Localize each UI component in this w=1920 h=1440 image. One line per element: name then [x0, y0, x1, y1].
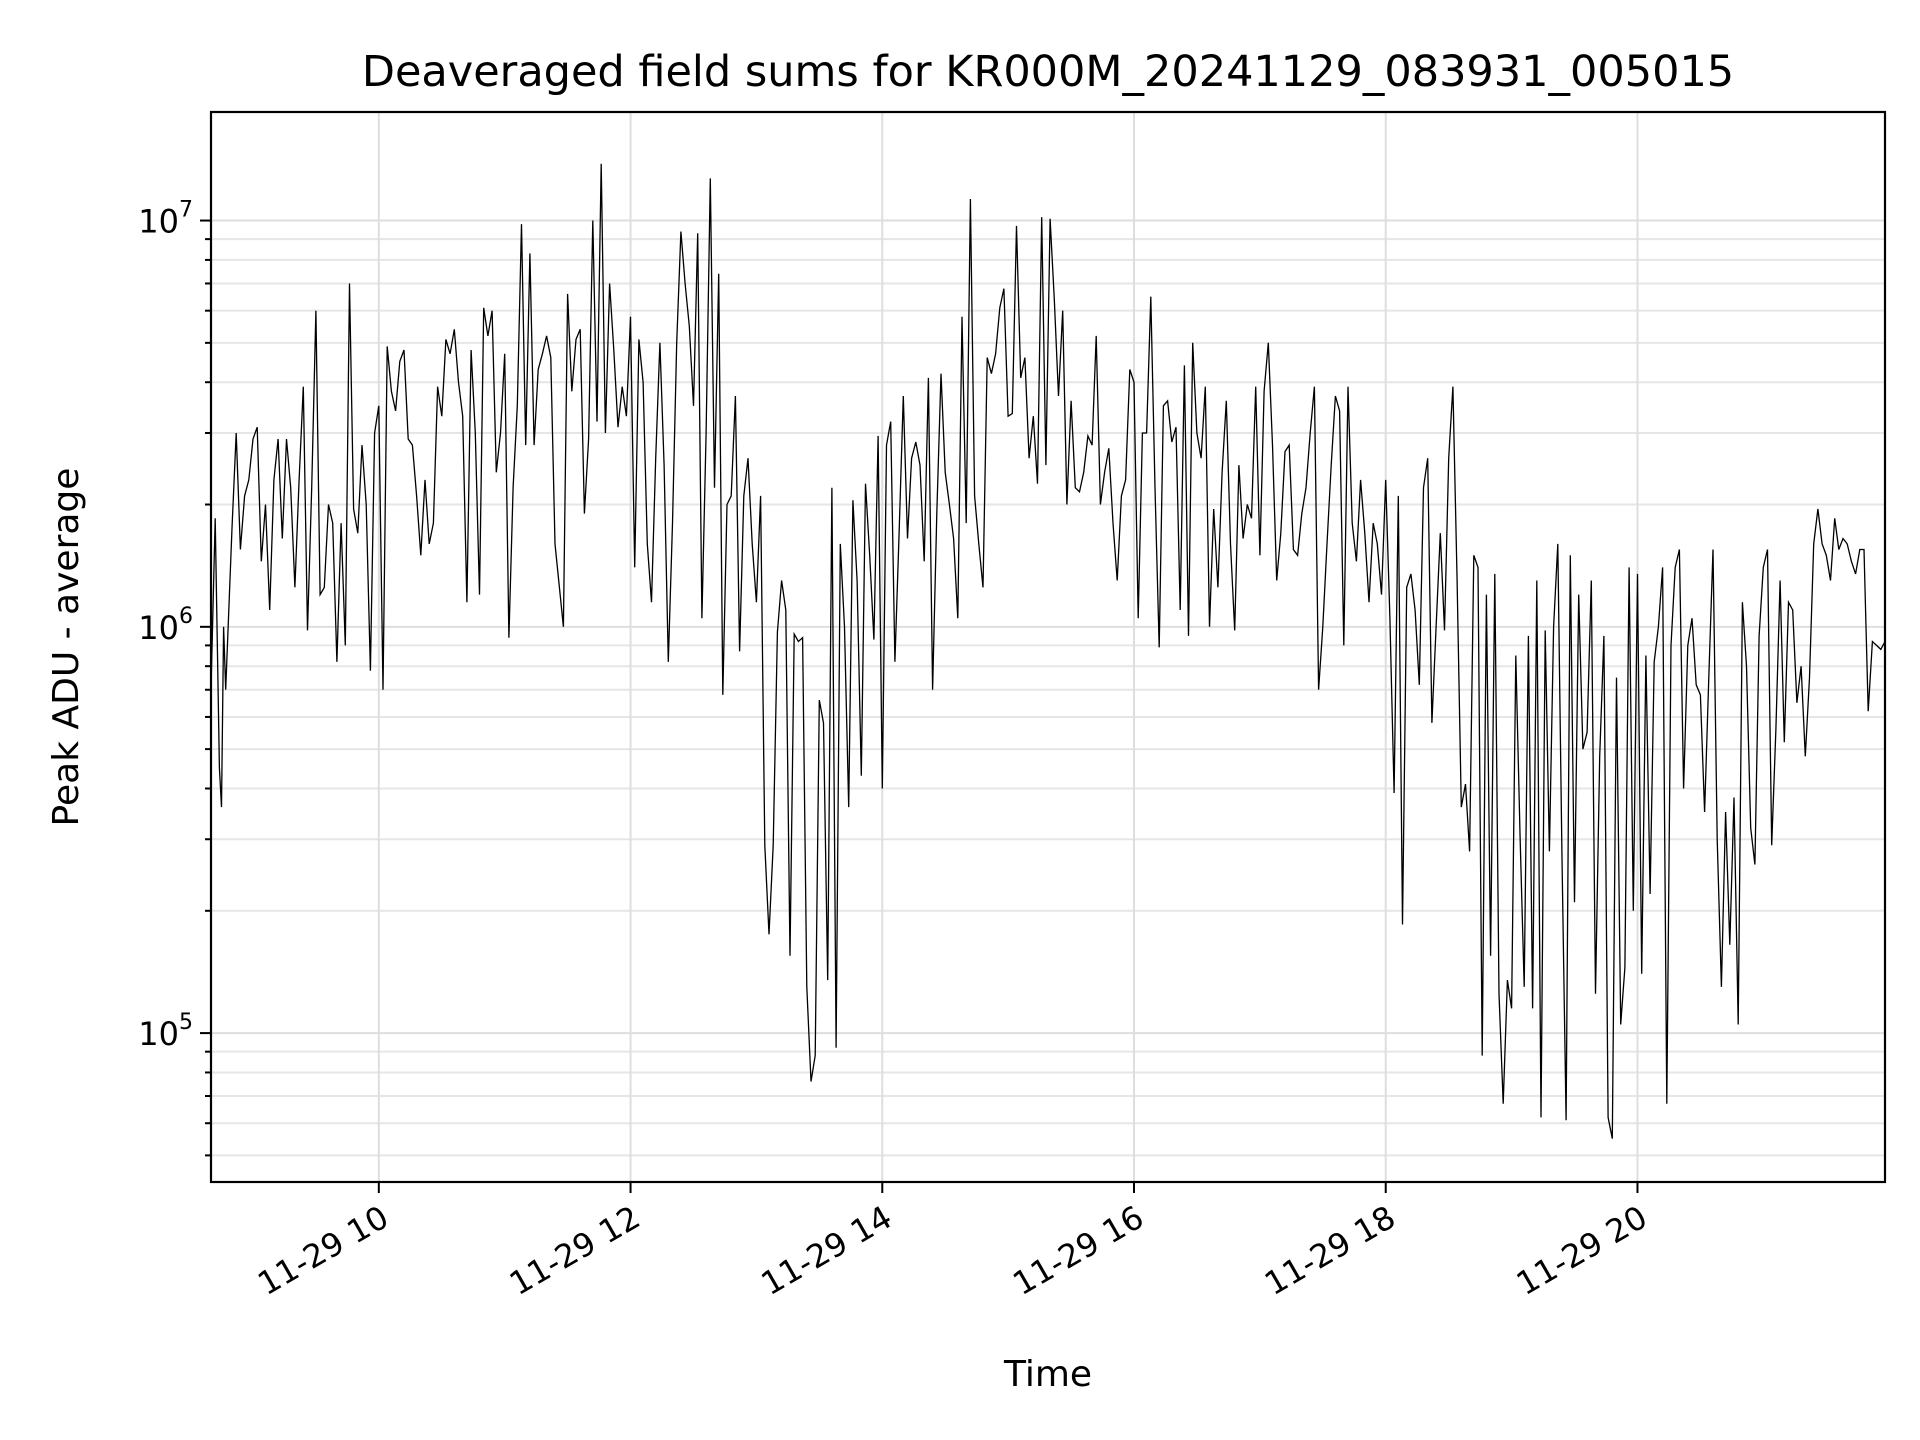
y-tick-base: 10 [138, 203, 179, 241]
y-tick-exponent: 7 [179, 198, 193, 223]
y-tick-label: 106 [138, 604, 193, 647]
plot-frame [209, 110, 1887, 1184]
y-tick-base: 10 [138, 609, 179, 647]
y-tick-label: 105 [138, 1010, 193, 1053]
y-tick-exponent: 5 [179, 1010, 193, 1035]
series-line [210, 163, 1886, 1139]
plot-area [210, 163, 1886, 1139]
chart-title: Deaveraged field sums for KR000M_2024112… [362, 47, 1734, 97]
grid [211, 112, 1885, 1182]
y-tick-base: 10 [138, 1015, 179, 1053]
y-axis-label: Peak ADU - average [46, 468, 87, 827]
y-tick-label: 107 [138, 198, 193, 241]
x-axis-label: Time [1003, 1354, 1092, 1395]
y-tick-exponent: 6 [179, 604, 193, 629]
